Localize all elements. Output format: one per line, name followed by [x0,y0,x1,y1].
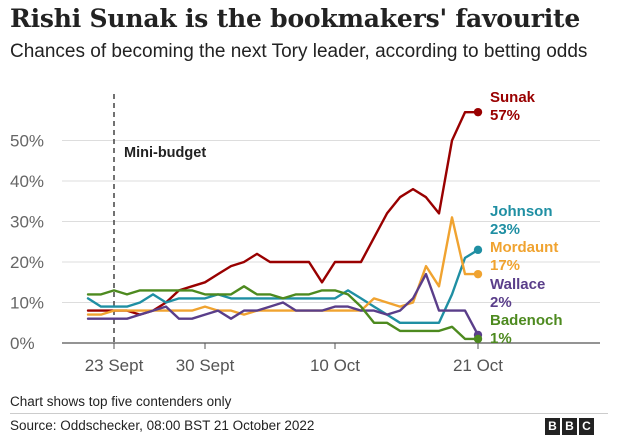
series-label-wallace: Wallace [490,276,545,293]
series-line-badenoch [86,285,480,341]
bbc-logo-letter: B [562,418,577,435]
series-label-badenoch: Badenoch [490,312,563,329]
footer-divider [10,413,608,414]
series-line-mordaunt [86,216,480,316]
series-endpoint-johnson [473,245,483,255]
series-label-mordaunt: Mordaunt [490,239,558,256]
series-endpoint-sunak [473,107,483,117]
y-tick-label: 50% [10,132,44,151]
y-tick-label: 10% [10,294,44,313]
chart-subtitle: Chances of becoming the next Tory leader… [10,41,588,62]
series-label-johnson: Johnson [490,203,553,220]
series-label-sunak: Sunak [490,89,536,106]
series-value-wallace: 2% [490,294,512,311]
y-tick-label: 40% [10,172,44,191]
series-value-badenoch: 1% [490,330,512,347]
mini-budget-label: Mini-budget [124,145,206,161]
y-tick-label: 30% [10,213,44,232]
series-value-sunak: 57% [490,107,520,124]
series-line-wallace [86,272,480,337]
y-tick-label: 0% [10,334,35,353]
y-tick-label: 20% [10,253,44,272]
chart-footnote: Chart shows top five contenders only [10,394,232,409]
bbc-logo-letter: B [545,418,560,435]
series-value-mordaunt: 17% [490,257,520,274]
x-tick-label: 10 Oct [310,356,360,375]
chart-title: Rishi Sunak is the bookmakers' favourite [10,4,581,33]
bbc-logo: B B C [545,418,594,435]
x-tick-label: 23 Sept [85,356,144,375]
x-tick-label: 30 Sept [176,356,235,375]
bbc-logo-letter: C [579,418,594,435]
series-endpoint-badenoch [473,334,483,344]
series-endpoint-mordaunt [473,269,483,279]
x-tick-label: 21 Oct [453,356,503,375]
series-value-johnson: 23% [490,221,520,238]
source-note: Source: Oddschecker, 08:00 BST 21 Octobe… [10,418,315,433]
line-chart: Mini-budget 0% 10% 20% 30% 40% 50% 23 Sept 30 S… [10,89,600,375]
